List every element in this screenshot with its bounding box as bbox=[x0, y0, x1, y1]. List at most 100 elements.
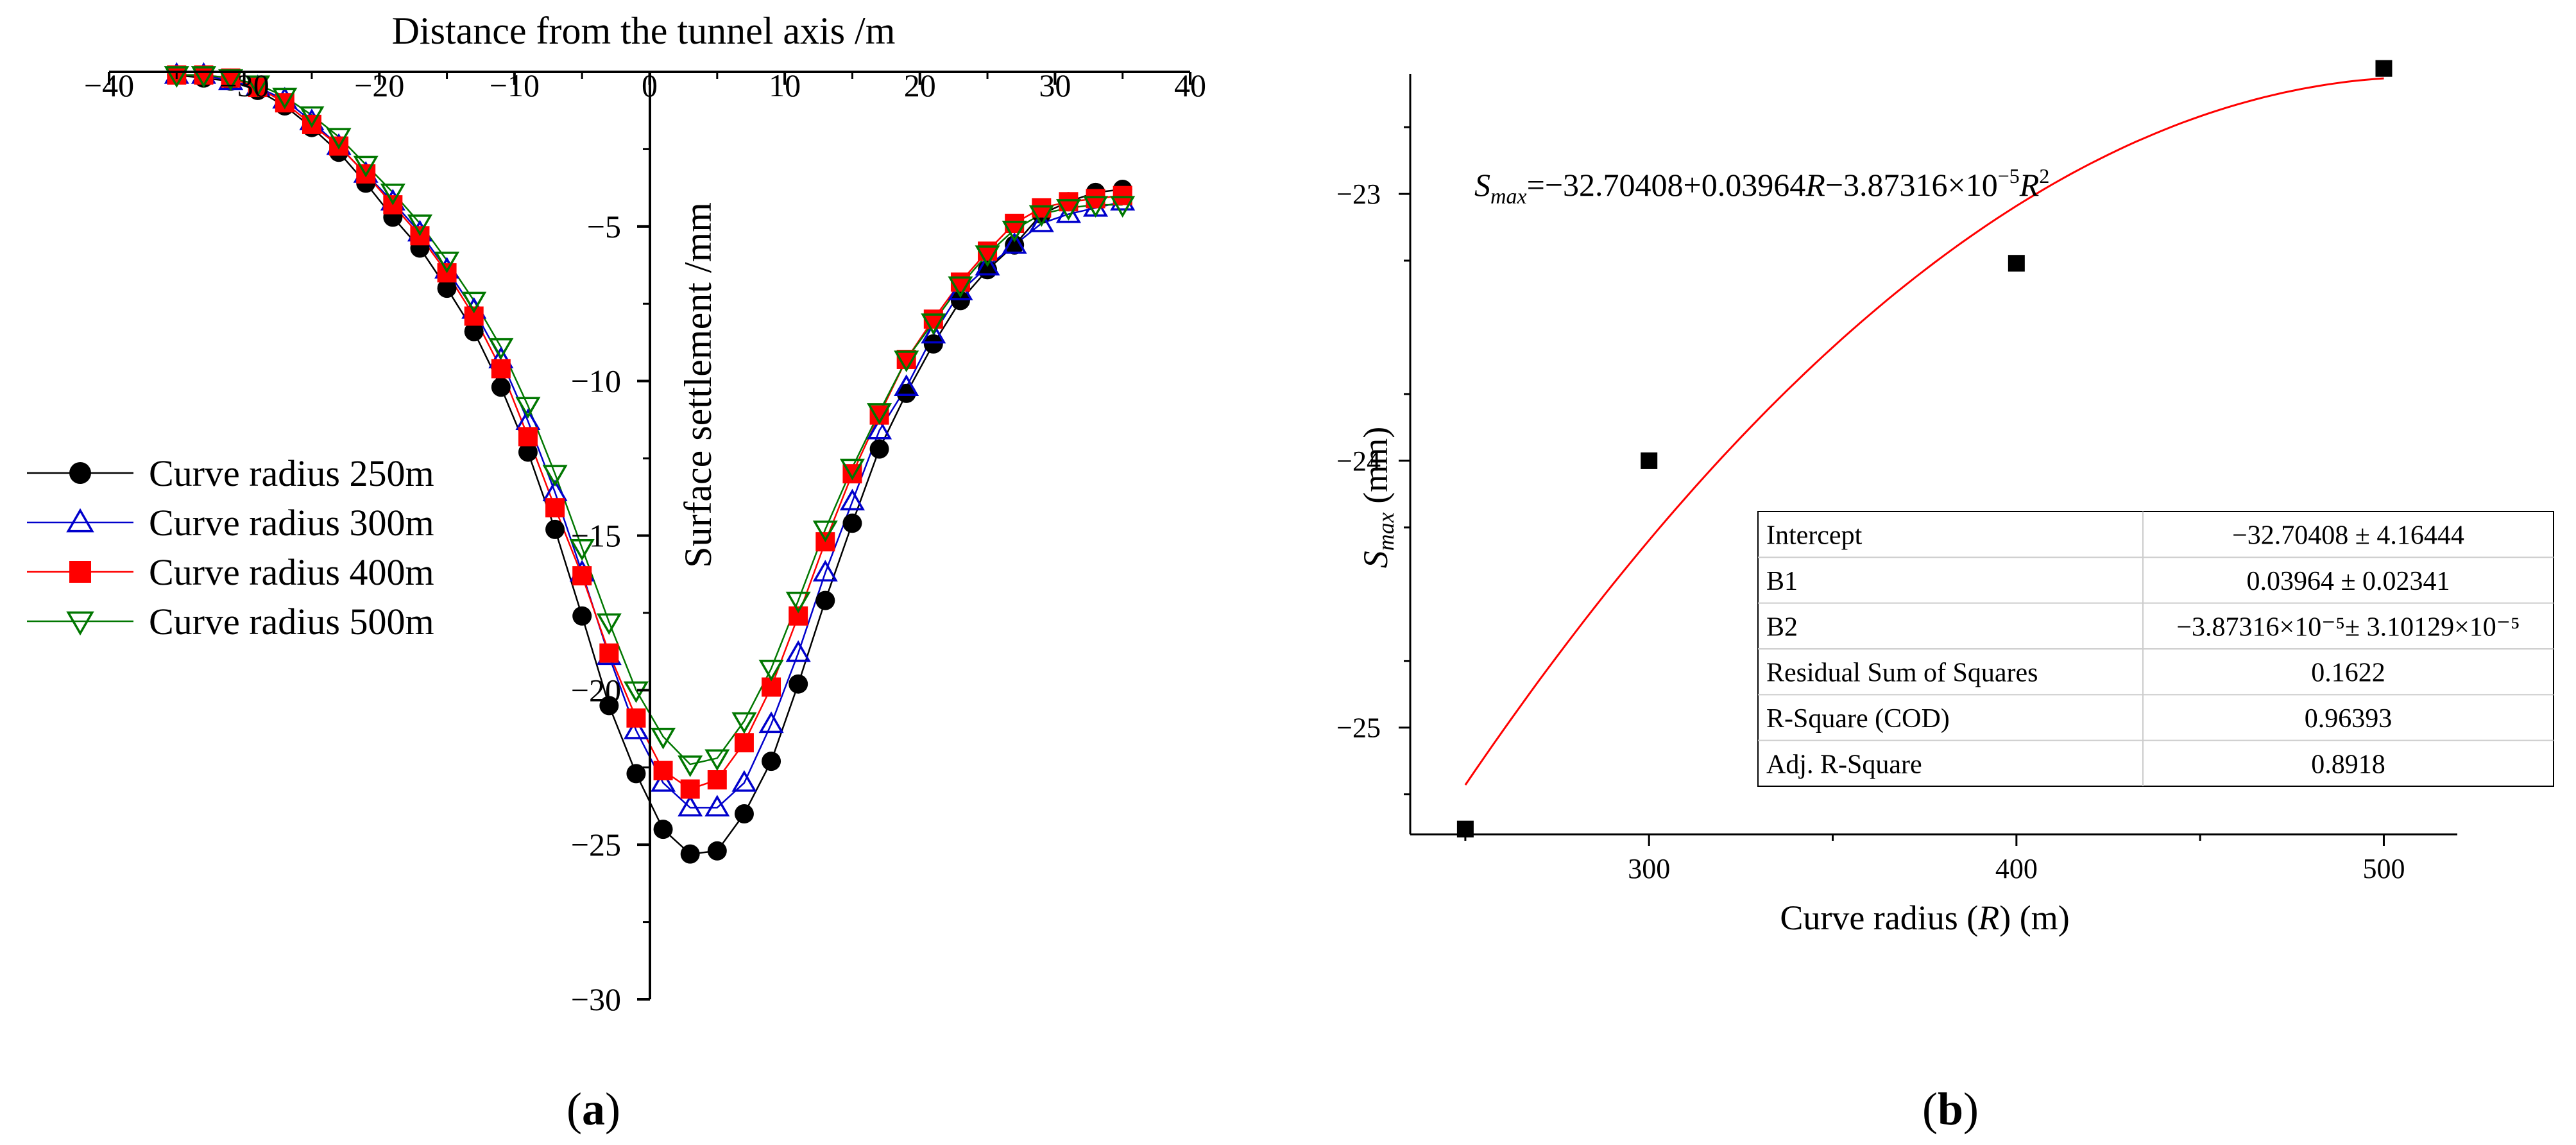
a-data-point bbox=[191, 66, 216, 88]
caption-a: (a) bbox=[567, 1083, 620, 1135]
a-data-point bbox=[975, 245, 1000, 268]
a-legend-marker bbox=[69, 462, 91, 484]
a-data-point bbox=[950, 272, 970, 292]
b-x-tick-label: 400 bbox=[1995, 853, 2038, 884]
a-data-point bbox=[407, 214, 432, 237]
a-data-point bbox=[839, 488, 865, 511]
a-data-point bbox=[869, 439, 889, 459]
b-table-param-name: Residual Sum of Squares bbox=[1766, 659, 2038, 688]
a-data-point bbox=[518, 427, 538, 447]
b-table-param-value: 0.96393 bbox=[2305, 704, 2393, 734]
a-y-tick-label: −15 bbox=[571, 518, 621, 554]
a-data-point bbox=[731, 712, 757, 734]
b-table-param-value: −3.87316×10⁻⁵± 3.10129×10⁻⁵ bbox=[2176, 612, 2520, 642]
a-data-point bbox=[923, 334, 943, 354]
a-x-tick-label: 20 bbox=[904, 67, 936, 103]
a-legend-label: Curve radius 400m bbox=[149, 551, 434, 593]
a-data-point bbox=[680, 844, 700, 864]
a-legend-label: Curve radius 250m bbox=[149, 452, 434, 494]
a-data-point bbox=[491, 359, 511, 379]
a-data-point bbox=[651, 770, 676, 792]
a-data-point bbox=[353, 155, 379, 178]
a-data-point bbox=[815, 590, 835, 610]
a-y-tick-label: −5 bbox=[587, 209, 621, 245]
a-x-axis-title: Distance from the tunnel axis /m bbox=[392, 10, 896, 52]
a-x-tick-label: 30 bbox=[1039, 67, 1071, 103]
b-data-point bbox=[1456, 820, 1474, 838]
a-data-point bbox=[1110, 196, 1136, 218]
a-data-point bbox=[812, 560, 838, 582]
b-data-points bbox=[1456, 60, 2393, 838]
a-data-point bbox=[734, 733, 754, 753]
a-y-ticks: −5 −10 −15 −20 −25 −30 bbox=[571, 148, 650, 1017]
a-data-point bbox=[623, 717, 649, 739]
panel-b: 300 400 500 −23 −24 −25 Smax=−32.70408+0.039… bbox=[1336, 60, 2554, 1135]
b-equation-bg bbox=[2130, 160, 2162, 180]
b-x-ticks: 300 400 500 bbox=[1464, 834, 2405, 884]
a-data-point bbox=[572, 606, 592, 626]
a-data-point bbox=[1083, 196, 1109, 218]
a-data-point bbox=[923, 309, 943, 329]
a-data-point bbox=[651, 727, 676, 750]
a-data-point bbox=[731, 770, 757, 792]
b-table-param-value: −32.70408 ± 4.16444 bbox=[2232, 521, 2464, 551]
a-data-point bbox=[842, 513, 862, 533]
b-x-axis-title: Curve radius (R) (m) bbox=[1780, 899, 2069, 937]
a-data-point bbox=[680, 779, 700, 799]
a-data-point bbox=[950, 291, 970, 311]
b-data-point bbox=[1641, 452, 1658, 469]
a-data-point bbox=[789, 674, 808, 694]
a-data-point bbox=[626, 764, 646, 784]
a-x-tick-label: 40 bbox=[1174, 67, 1206, 103]
a-data-point bbox=[678, 755, 703, 777]
a-x-tick-label: −40 bbox=[84, 67, 134, 103]
b-x-tick-label: 300 bbox=[1628, 853, 1670, 884]
a-legend: Curve radius 250m Curve radius 300m Curve … bbox=[27, 452, 434, 642]
a-data-point bbox=[464, 322, 484, 341]
b-y-tick-label: −25 bbox=[1336, 712, 1381, 744]
a-data-point bbox=[491, 377, 511, 397]
a-data-point bbox=[894, 350, 919, 372]
a-y-tick-label: −25 bbox=[571, 827, 621, 863]
b-table-param-name: Adj. R-Square bbox=[1766, 750, 1922, 779]
b-table-param-value: 0.03964 ± 0.02341 bbox=[2246, 567, 2450, 596]
b-table-param-name: B1 bbox=[1766, 567, 1798, 596]
a-data-point bbox=[707, 770, 727, 790]
a-data-point bbox=[245, 75, 271, 98]
b-table-param-name: Intercept bbox=[1766, 521, 1863, 551]
a-data-point bbox=[921, 313, 946, 336]
panel-a: −40 −30 −20 −10 0 10 20 30 40 −5−10−15−20−25−30 … bbox=[27, 10, 1206, 1135]
a-data-point bbox=[434, 252, 460, 273]
a-data-point bbox=[626, 708, 646, 728]
a-data-point bbox=[1028, 205, 1054, 227]
a-data-point bbox=[569, 539, 595, 561]
a-data-point bbox=[299, 106, 325, 128]
a-data-point bbox=[653, 820, 673, 839]
b-x-tick-label: 500 bbox=[2362, 853, 2405, 884]
b-table-param-name: B2 bbox=[1766, 612, 1798, 642]
a-y-axis-title: Surface settlement /mm bbox=[677, 202, 719, 568]
a-x-tick-label: 0 bbox=[642, 67, 658, 103]
b-table-param-value: 0.8918 bbox=[2311, 750, 2385, 779]
a-y-tick-label: −30 bbox=[571, 981, 621, 1017]
a-data-point bbox=[518, 442, 538, 462]
a-y-tick-label: −10 bbox=[571, 363, 621, 399]
a-data-point bbox=[572, 566, 592, 586]
a-y-tick-label: −20 bbox=[571, 672, 621, 708]
a-legend-marker bbox=[66, 508, 94, 533]
b-table-param-name: R-Square (COD) bbox=[1766, 704, 1950, 734]
a-data-point bbox=[812, 521, 838, 542]
a-data-point bbox=[596, 613, 622, 635]
a-data-point bbox=[272, 87, 298, 110]
a-data-point bbox=[758, 659, 784, 682]
b-data-point bbox=[2008, 255, 2025, 272]
a-data-point bbox=[978, 241, 998, 261]
a-data-point bbox=[1002, 220, 1027, 243]
a-data-point bbox=[380, 184, 405, 205]
a-legend-label: Curve radius 300m bbox=[149, 502, 434, 544]
b-y-axis-title: Smax (mm) bbox=[1356, 427, 1399, 568]
a-x-ticks: −40 −30 −20 −10 0 10 20 30 40 bbox=[84, 67, 1206, 103]
a-data-point bbox=[599, 696, 619, 716]
a-data-point bbox=[545, 498, 565, 518]
